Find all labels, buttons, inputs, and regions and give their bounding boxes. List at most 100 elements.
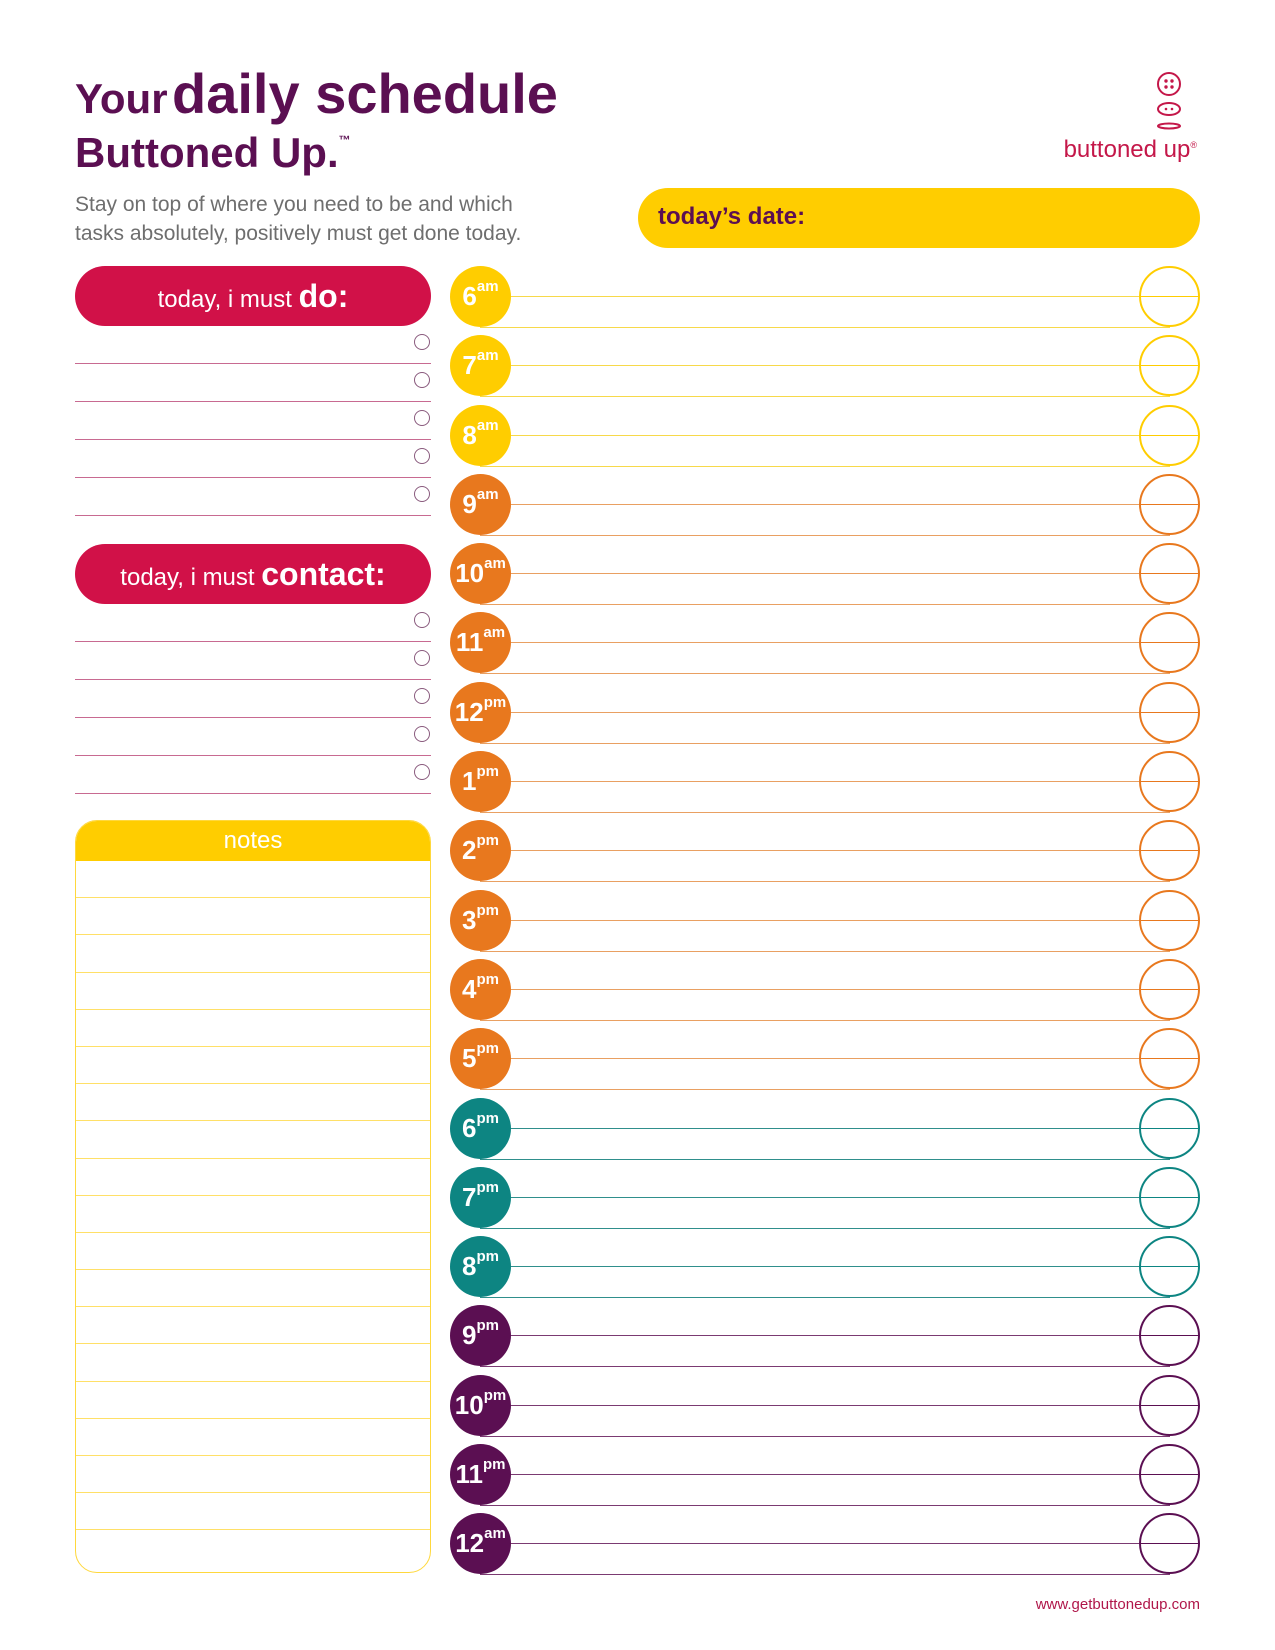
- notes-line[interactable]: [76, 1047, 430, 1085]
- do-row[interactable]: [75, 326, 431, 364]
- footer-url[interactable]: www.getbuttonedup.com: [1035, 1596, 1200, 1613]
- contact-row[interactable]: [75, 642, 431, 680]
- hour-meridiem: pm: [476, 1317, 499, 1335]
- schedule-slot[interactable]: 6pm: [450, 1097, 1200, 1167]
- schedule-slot[interactable]: 9pm: [450, 1305, 1200, 1374]
- slot-check-circle-icon[interactable]: [1139, 266, 1200, 327]
- schedule-slot[interactable]: 10am: [450, 543, 1200, 612]
- checkbox-circle-icon[interactable]: [414, 486, 430, 502]
- checkbox-circle-icon[interactable]: [414, 764, 430, 780]
- slot-check-circle-icon[interactable]: [1139, 1236, 1200, 1298]
- slot-check-circle-icon[interactable]: [1139, 1444, 1200, 1506]
- hour-meridiem: am: [483, 624, 506, 642]
- schedule-slot[interactable]: 4pm: [450, 958, 1200, 1028]
- hour-badge: 2pm: [450, 820, 511, 882]
- schedule-slot[interactable]: 12pm: [450, 681, 1200, 751]
- slot-check-circle-icon[interactable]: [1139, 612, 1200, 674]
- schedule-mid-line: [511, 1196, 1139, 1198]
- checkbox-circle-icon[interactable]: [414, 410, 430, 426]
- notes-line[interactable]: [76, 973, 430, 1010]
- schedule-slot[interactable]: 10pm: [450, 1374, 1200, 1444]
- contact-row[interactable]: [75, 718, 431, 756]
- notes-line[interactable]: [76, 1456, 430, 1494]
- schedule-slot[interactable]: 2pm: [450, 820, 1200, 889]
- schedule-slot[interactable]: 7am: [450, 335, 1200, 404]
- schedule-slot[interactable]: 8am: [450, 404, 1200, 474]
- slot-check-circle-icon[interactable]: [1139, 1028, 1200, 1090]
- checkbox-circle-icon[interactable]: [414, 650, 430, 666]
- schedule-bottom-line: [480, 396, 1170, 398]
- schedule-mid-line: [511, 1404, 1139, 1406]
- slot-check-circle-icon[interactable]: [1139, 681, 1200, 743]
- notes-line[interactable]: [76, 1121, 430, 1159]
- todays-date-field[interactable]: today’s date:: [638, 188, 1200, 248]
- hour-meridiem: pm: [476, 832, 499, 850]
- contact-row[interactable]: [75, 756, 431, 794]
- contact-label-strong: contact:: [261, 556, 386, 592]
- notes-line[interactable]: [76, 1196, 430, 1233]
- slot-check-circle-icon[interactable]: [1139, 1374, 1200, 1436]
- schedule-slot[interactable]: 1pm: [450, 751, 1200, 820]
- schedule-slot[interactable]: 11pm: [450, 1444, 1200, 1513]
- notes-line[interactable]: [76, 898, 430, 936]
- slot-check-circle-icon[interactable]: [1139, 404, 1200, 466]
- checkbox-circle-icon[interactable]: [414, 726, 430, 742]
- contact-row[interactable]: [75, 604, 431, 642]
- slot-check-circle-icon[interactable]: [1139, 1305, 1200, 1367]
- notes-lines: [76, 861, 430, 1531]
- checkbox-circle-icon[interactable]: [414, 372, 430, 388]
- notes-box[interactable]: notes: [75, 820, 431, 1573]
- notes-line[interactable]: [76, 1419, 430, 1456]
- notes-line[interactable]: [76, 1270, 430, 1308]
- slot-check-circle-icon[interactable]: [1139, 958, 1200, 1020]
- slot-check-circle-icon[interactable]: [1139, 751, 1200, 813]
- slot-check-circle-icon[interactable]: [1139, 473, 1200, 535]
- schedule-mid-line: [511, 1543, 1139, 1545]
- checkbox-circle-icon[interactable]: [414, 688, 430, 704]
- do-section-header: today, i must do:: [75, 266, 431, 326]
- slot-check-circle-icon[interactable]: [1139, 335, 1200, 397]
- slot-check-circle-icon[interactable]: [1139, 543, 1200, 605]
- notes-line[interactable]: [76, 1382, 430, 1419]
- slot-check-circle-icon[interactable]: [1139, 1097, 1200, 1159]
- slot-check-circle-icon[interactable]: [1139, 1513, 1200, 1575]
- schedule-slot[interactable]: 8pm: [450, 1236, 1200, 1305]
- do-row[interactable]: [75, 402, 431, 440]
- contact-row[interactable]: [75, 680, 431, 718]
- do-row[interactable]: [75, 364, 431, 402]
- notes-line[interactable]: [76, 1493, 430, 1531]
- schedule-slot[interactable]: 3pm: [450, 889, 1200, 959]
- notes-line[interactable]: [76, 1344, 430, 1382]
- slot-check-circle-icon[interactable]: [1139, 889, 1200, 951]
- schedule-slot[interactable]: 7pm: [450, 1166, 1200, 1236]
- hourly-schedule: 6am 7am 8am 9am 10am 11am 12pm 1pm 2pm 3pm 4pm 5pm 6…: [450, 266, 1200, 1583]
- schedule-mid-line: [511, 1474, 1139, 1476]
- notes-line[interactable]: [76, 1084, 430, 1122]
- schedule-mid-line: [511, 781, 1139, 783]
- hour-badge: 7am: [450, 335, 511, 397]
- schedule-mid-line: [511, 1058, 1139, 1060]
- hour-meridiem: pm: [483, 1386, 507, 1404]
- schedule-slot[interactable]: 11am: [450, 612, 1200, 681]
- slot-check-circle-icon[interactable]: [1139, 1166, 1200, 1228]
- notes-line[interactable]: [76, 1159, 430, 1196]
- notes-line[interactable]: [76, 1233, 430, 1271]
- checkbox-circle-icon[interactable]: [414, 448, 430, 464]
- notes-line[interactable]: [76, 935, 430, 973]
- checkbox-circle-icon[interactable]: [414, 612, 430, 628]
- checkbox-circle-icon[interactable]: [414, 334, 430, 350]
- notes-line[interactable]: [76, 861, 430, 899]
- slot-check-circle-icon[interactable]: [1139, 820, 1200, 882]
- title-your: Your: [75, 75, 168, 122]
- schedule-slot[interactable]: 5pm: [450, 1028, 1200, 1097]
- logo-wordmark: buttoned up: [1063, 136, 1191, 163]
- do-row[interactable]: [75, 440, 431, 478]
- schedule-slot[interactable]: 6am: [450, 266, 1200, 335]
- schedule-slot[interactable]: 9am: [450, 473, 1200, 543]
- hour-badge: 7pm: [450, 1166, 511, 1228]
- notes-line[interactable]: [76, 1010, 430, 1047]
- do-row[interactable]: [75, 478, 431, 516]
- hour-number: 3: [462, 904, 477, 935]
- notes-line[interactable]: [76, 1307, 430, 1345]
- schedule-slot[interactable]: 12am: [450, 1513, 1200, 1582]
